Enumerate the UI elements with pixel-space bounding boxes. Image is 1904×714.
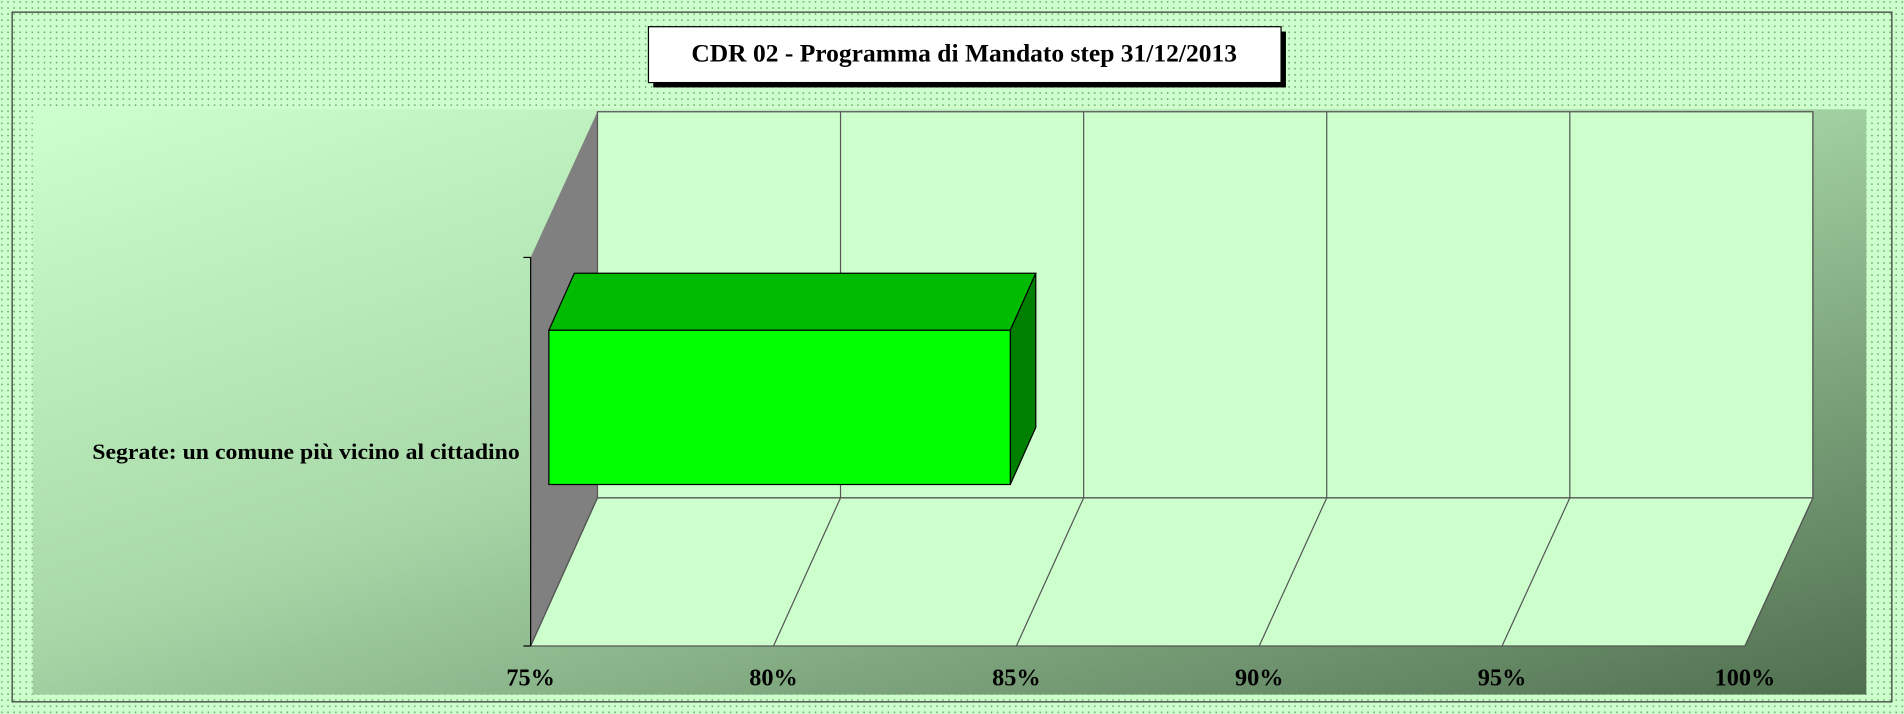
- floor: [529, 497, 1814, 647]
- floor-grid-line: [1015, 497, 1085, 647]
- marks: [547, 272, 1037, 486]
- chart-title: CDR 02 - Programma di Mandato step 31/12…: [691, 39, 1237, 68]
- x-tick-label: 90%: [1235, 665, 1284, 692]
- x-tick-label: 75%: [506, 665, 555, 692]
- x-tick-label: 100%: [1715, 665, 1776, 692]
- y-tick-label: Segrate: un comune più vicino al cittadi…: [92, 440, 520, 464]
- floor-grid-line: [1744, 497, 1814, 647]
- x-tick-label: 80%: [749, 665, 798, 692]
- floor-grid-line: [530, 497, 598, 647]
- x-tick-label: 95%: [1478, 665, 1527, 692]
- floor-grid-line: [772, 497, 842, 647]
- x-tick-label: 85%: [992, 665, 1041, 692]
- bar-top: [547, 272, 1037, 331]
- floor-grid-line: [1258, 497, 1328, 647]
- chart-border: [11, 11, 1893, 703]
- title-box: [647, 26, 1282, 84]
- floor-grid-line: [1501, 497, 1571, 647]
- bar: [548, 329, 1011, 486]
